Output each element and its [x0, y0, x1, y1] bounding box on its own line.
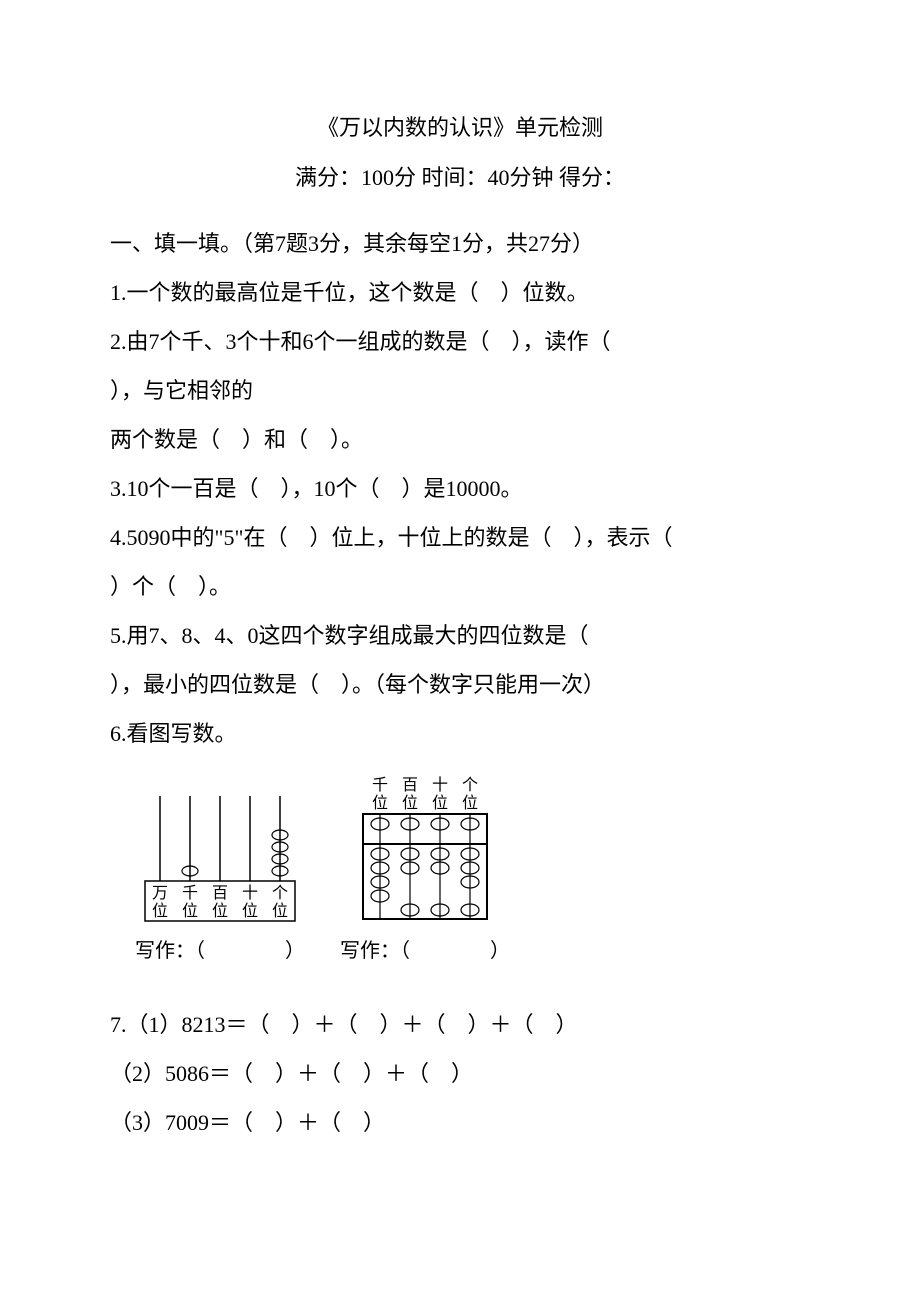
question-5-line2: ），最小的四位数是（ ）。（每个数字只能用一次）: [110, 663, 810, 707]
figures-container: 万 千 百 十 个 位 位 位 位 位 写作：（ ） 千 百 十 个: [130, 776, 810, 963]
fig2-label-qian: 千: [372, 776, 388, 794]
fig1-label-wan: 万: [152, 885, 168, 902]
question-7-line3: （3）7009＝（ ）＋（ ）: [110, 1101, 810, 1145]
question-4-line1: 4.5090中的"5"在（ ）位上，十位上的数是（ ），表示（: [110, 516, 810, 560]
question-3: 3.10个一百是（ ），10个（ ）是10000。: [110, 467, 810, 511]
question-1: 1.一个数的最高位是千位，这个数是（ ）位数。: [110, 271, 810, 315]
abacus-figure-2: 千 百 十 个 位 位 位 位: [345, 776, 505, 926]
question-5-line1: 5.用7、8、4、0这四个数字组成最大的四位数是（: [110, 614, 810, 658]
fig1-label-qian: 千: [182, 884, 198, 902]
fig1-label-wei0: 位: [152, 902, 168, 920]
figure-2-block: 千 百 十 个 位 位 位 位: [340, 776, 510, 963]
fig2-label-shi: 十: [432, 776, 448, 794]
abacus-figure-1: 万 千 百 十 个 位 位 位 位 位: [130, 786, 310, 926]
fig2-label-ge: 个: [462, 776, 478, 794]
fig1-label-shi: 十: [242, 884, 258, 902]
fig2-label-wei2: 位: [432, 794, 448, 812]
question-2-line1: 2.由7个千、3个十和6个一组成的数是（ ），读作（: [110, 320, 810, 364]
question-7-line2: （2）5086＝（ ）＋（ ）＋（ ）: [110, 1052, 810, 1096]
fig2-label-wei3: 位: [462, 794, 478, 812]
figure-2-caption: 写作：（ ）: [340, 934, 510, 963]
fig1-label-wei3: 位: [242, 902, 258, 920]
question-4-line2: ）个（ ）。: [110, 565, 810, 609]
fig1-label-wei4: 位: [272, 902, 288, 920]
fig1-label-bai: 百: [212, 885, 228, 902]
question-2-line2: ），与它相邻的: [110, 369, 810, 413]
question-2-line3: 两个数是（ ）和（ ）。: [110, 418, 810, 462]
question-7-line1: 7.（1）8213＝（ ）＋（ ）＋（ ）＋（ ）: [110, 1003, 810, 1047]
question-6: 6.看图写数。: [110, 712, 810, 756]
document-title: 《万以内数的认识》单元检测: [110, 110, 810, 142]
section-1-header: 一、填一填。（第7题3分，其余每空1分，共27分）: [110, 222, 810, 266]
fig2-label-wei1: 位: [402, 794, 418, 812]
figure-1-caption: 写作：（ ）: [135, 934, 305, 963]
fig1-label-wei2: 位: [212, 902, 228, 920]
fig1-label-wei1: 位: [182, 902, 198, 920]
fig2-label-wei0: 位: [372, 794, 388, 812]
fig1-label-ge: 个: [272, 884, 288, 902]
figure-1-block: 万 千 百 十 个 位 位 位 位 位 写作：（ ）: [130, 786, 310, 963]
document-subtitle: 满分：100分 时间：40分钟 得分：: [110, 160, 810, 192]
fig2-label-bai: 百: [402, 777, 418, 794]
